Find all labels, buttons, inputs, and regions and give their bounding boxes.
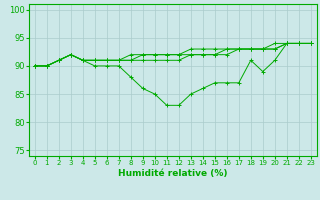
X-axis label: Humidité relative (%): Humidité relative (%)	[118, 169, 228, 178]
